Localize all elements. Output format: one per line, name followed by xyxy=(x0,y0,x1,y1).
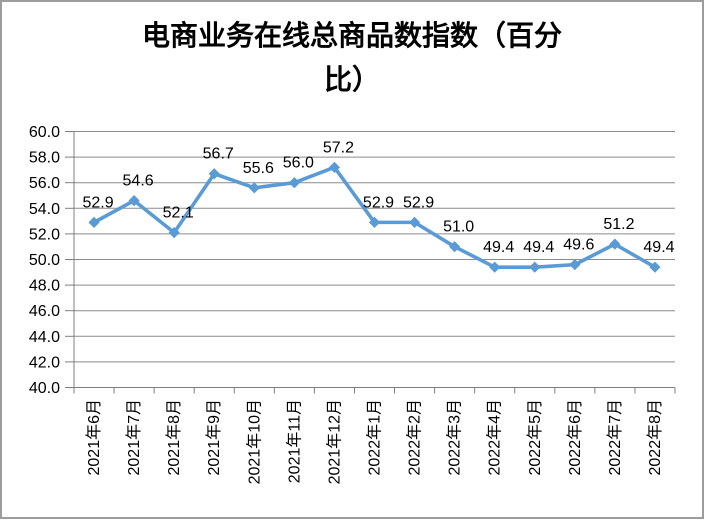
data-label: 49.4 xyxy=(643,239,674,256)
y-tick-label: 52.0 xyxy=(29,226,60,243)
x-tick-label: 2021年11月 xyxy=(285,399,303,483)
x-tick-label: 2022年3月 xyxy=(446,399,464,476)
y-tick-label: 42.0 xyxy=(29,354,60,371)
x-tick-label: 2021年8月 xyxy=(165,399,183,476)
x-tick-label: 2021年12月 xyxy=(325,399,343,484)
data-label: 56.0 xyxy=(283,155,314,172)
x-tick-label: 2022年1月 xyxy=(366,399,384,476)
x-tick-label: 2021年6月 xyxy=(85,399,103,476)
data-label: 55.6 xyxy=(243,160,274,177)
data-point-marker xyxy=(248,182,260,194)
data-point-marker xyxy=(529,261,541,273)
y-tick-label: 44.0 xyxy=(29,329,60,346)
y-tick-label: 50.0 xyxy=(29,252,60,269)
data-label: 52.9 xyxy=(82,194,113,211)
data-point-marker xyxy=(449,241,461,253)
data-point-marker xyxy=(609,238,621,250)
data-label: 49.6 xyxy=(563,237,594,254)
data-label: 56.7 xyxy=(203,146,234,163)
data-label: 51.0 xyxy=(443,219,474,236)
y-tick-label: 56.0 xyxy=(29,175,60,192)
data-point-marker xyxy=(208,168,220,180)
x-tick-label: 2022年2月 xyxy=(406,399,424,476)
data-point-marker xyxy=(88,216,100,228)
y-tick-label: 58.0 xyxy=(29,150,60,167)
x-tick-label: 2022年4月 xyxy=(486,399,504,476)
x-tick-label: 2021年10月 xyxy=(245,399,263,484)
x-tick-label: 2022年8月 xyxy=(646,399,664,476)
x-tick-label: 2022年7月 xyxy=(606,399,624,476)
y-tick-label: 54.0 xyxy=(29,201,60,218)
data-point-marker xyxy=(168,227,180,239)
data-label: 52.9 xyxy=(403,194,434,211)
chart-title-line1: 电商业务在线总商品数指数（百分 xyxy=(141,19,562,52)
data-point-marker xyxy=(408,216,421,228)
x-tick-label: 2021年9月 xyxy=(205,399,223,476)
data-point-marker xyxy=(328,161,341,173)
y-tick-label: 48.0 xyxy=(29,278,60,295)
data-point-marker xyxy=(368,216,381,228)
data-point-marker xyxy=(569,259,581,271)
data-point-marker xyxy=(649,261,661,273)
data-label: 49.4 xyxy=(523,239,554,256)
y-tick-label: 46.0 xyxy=(29,303,60,320)
chart-title-line2: 比） xyxy=(323,63,380,96)
data-label: 57.2 xyxy=(323,139,354,156)
data-point-marker xyxy=(128,195,140,207)
x-tick-label: 2022年5月 xyxy=(526,399,544,476)
data-point-marker xyxy=(489,261,501,273)
data-label: 49.4 xyxy=(483,239,514,256)
data-label: 51.2 xyxy=(603,216,634,233)
data-label: 54.6 xyxy=(123,173,154,190)
chart-title: 电商业务在线总商品数指数（百分 比） xyxy=(2,14,702,102)
data-label: 52.9 xyxy=(363,194,394,211)
data-point-marker xyxy=(288,177,300,189)
y-tick-label: 40.0 xyxy=(29,380,60,397)
x-tick-label: 2022年6月 xyxy=(566,399,584,476)
data-label: 52.1 xyxy=(163,205,194,222)
x-tick-label: 2021年7月 xyxy=(125,399,143,476)
y-tick-label: 60.0 xyxy=(29,124,60,141)
